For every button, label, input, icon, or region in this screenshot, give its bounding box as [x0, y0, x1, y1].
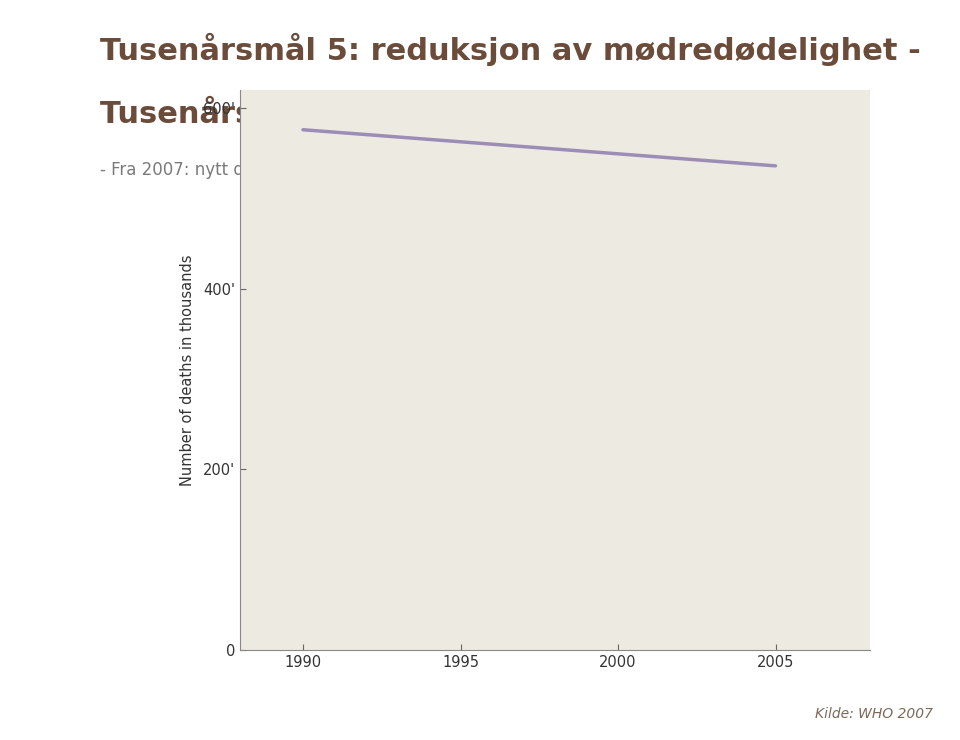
Y-axis label: Number of deaths in thousands: Number of deaths in thousands — [180, 255, 195, 485]
Text: - Fra 2007: nytt delmål om universell tilgang til reproduktive helsetjenester: - Fra 2007: nytt delmål om universell ti… — [101, 159, 727, 179]
Text: Tusenårsmål 5: reduksjon av mødredødelighet -: Tusenårsmål 5: reduksjon av mødredødelig… — [101, 33, 922, 67]
Text: Norad: Norad — [18, 576, 36, 637]
Text: Maternal mortality over time: Maternal mortality over time — [376, 222, 648, 240]
Text: Tusenårsmålet med aller minst framgang.: Tusenårsmålet med aller minst framgang. — [101, 96, 820, 130]
Text: Kilde: WHO 2007: Kilde: WHO 2007 — [815, 707, 933, 722]
